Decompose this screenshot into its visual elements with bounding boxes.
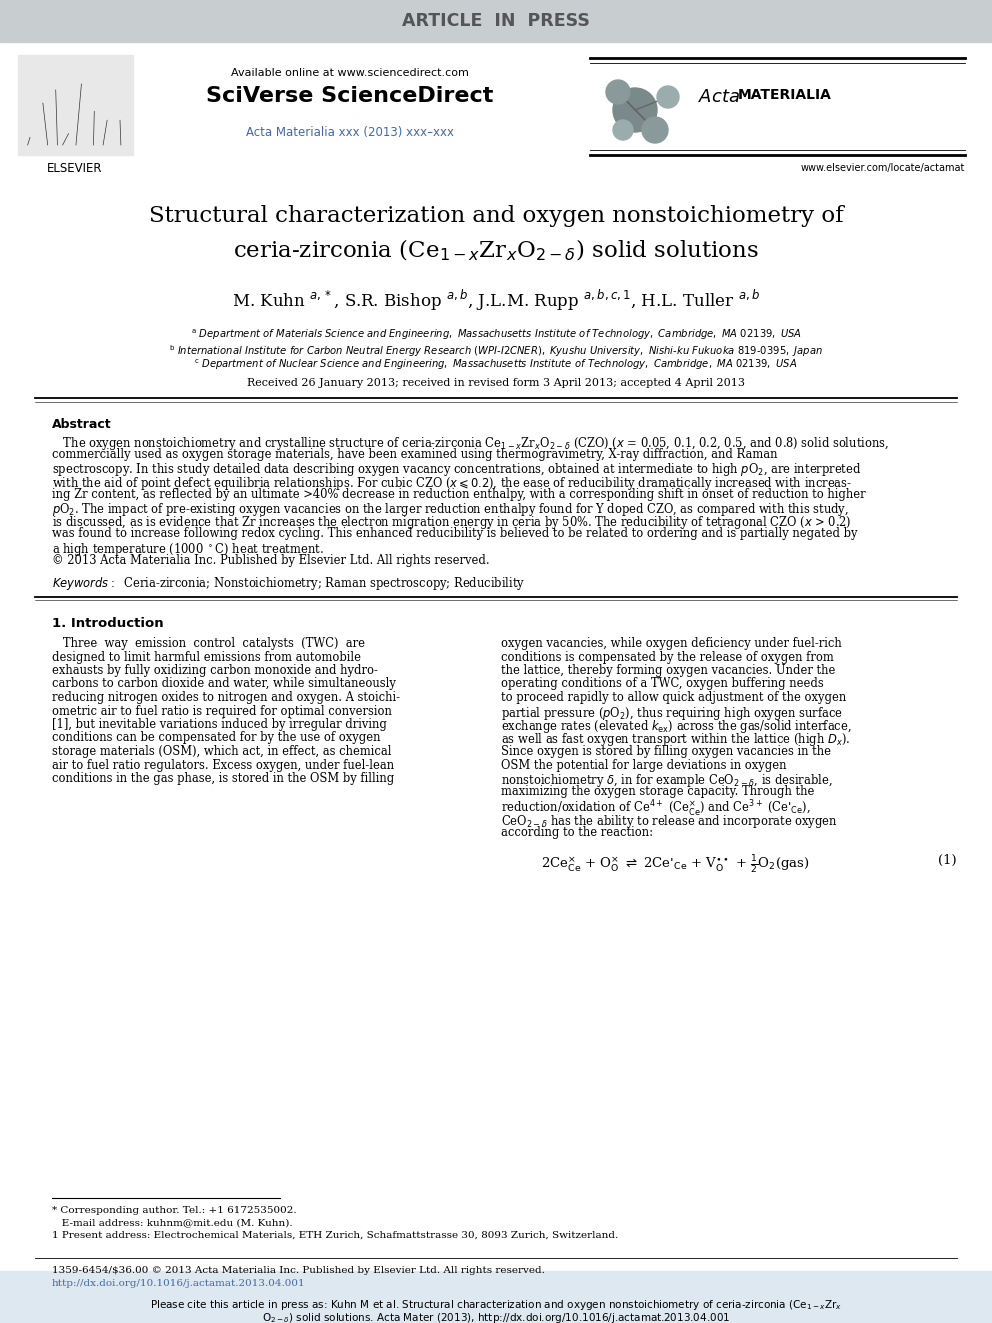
Text: as well as fast oxygen transport within the lattice (high $D_x$).: as well as fast oxygen transport within … — [501, 732, 850, 749]
Text: exchange rates (elevated $k_{\rm ex}$) across the gas/solid interface,: exchange rates (elevated $k_{\rm ex}$) a… — [501, 718, 852, 736]
Text: [1], but inevitable variations induced by irregular driving: [1], but inevitable variations induced b… — [52, 718, 387, 732]
Text: Three  way  emission  control  catalysts  (TWC)  are: Three way emission control catalysts (TW… — [52, 636, 365, 650]
Text: Structural characterization and oxygen nonstoichiometry of: Structural characterization and oxygen n… — [149, 205, 843, 228]
Text: CeO$_{2-\delta}$ has the ability to release and incorporate oxygen: CeO$_{2-\delta}$ has the ability to rele… — [501, 812, 837, 830]
Text: maximizing the oxygen storage capacity. Through the: maximizing the oxygen storage capacity. … — [501, 786, 814, 799]
Text: commercially used as oxygen storage materials, have been examined using thermogr: commercially used as oxygen storage mate… — [52, 448, 778, 462]
Text: Please cite this article in press as: Kuhn M et al. Structural characterization : Please cite this article in press as: Ku… — [150, 1298, 842, 1312]
Bar — [0, 1271, 992, 1323]
Text: $\it{Acta}$: $\it{Acta}$ — [698, 89, 740, 106]
Text: is discussed, as is evidence that Zr increases the electron migration energy in : is discussed, as is evidence that Zr inc… — [52, 515, 851, 532]
Circle shape — [613, 120, 633, 140]
Text: ceria-zirconia (Ce$_{1-x}$Zr$_x$O$_{2-\delta}$) solid solutions: ceria-zirconia (Ce$_{1-x}$Zr$_x$O$_{2-\d… — [233, 237, 759, 263]
Text: operating conditions of a TWC, oxygen buffering needs: operating conditions of a TWC, oxygen bu… — [501, 677, 823, 691]
Text: SciVerse ScienceDirect: SciVerse ScienceDirect — [206, 86, 494, 106]
Text: partial pressure ($p$O$_2$), thus requiring high oxygen surface: partial pressure ($p$O$_2$), thus requir… — [501, 705, 843, 721]
Text: nonstoichiometry $\delta$, in for example CeO$_{2-\delta}$, is desirable,: nonstoichiometry $\delta$, in for exampl… — [501, 773, 832, 789]
Text: Available online at www.sciencedirect.com: Available online at www.sciencedirect.co… — [231, 67, 469, 78]
Text: conditions is compensated by the release of oxygen from: conditions is compensated by the release… — [501, 651, 833, 664]
Text: www.elsevier.com/locate/actamat: www.elsevier.com/locate/actamat — [801, 163, 965, 173]
Text: ometric air to fuel ratio is required for optimal conversion: ometric air to fuel ratio is required fo… — [52, 705, 392, 717]
Text: $^{\rm b}$ $\it{International\ Institute\ for\ Carbon\ Neutral\ Energy\ Research: $^{\rm b}$ $\it{International\ Institute… — [169, 343, 823, 359]
Text: ing Zr content, as reflected by an ultimate >40% decrease in reduction enthalpy,: ing Zr content, as reflected by an ultim… — [52, 488, 866, 501]
Text: conditions in the gas phase, is stored in the OSM by filling: conditions in the gas phase, is stored i… — [52, 773, 394, 785]
Bar — [18, 56, 133, 155]
Text: M. Kuhn $^{a,*}$, S.R. Bishop $^{a,b}$, J.L.M. Rupp $^{a,b,c,1}$, H.L. Tuller $^: M. Kuhn $^{a,*}$, S.R. Bishop $^{a,b}$, … — [232, 288, 760, 314]
Text: the lattice, thereby forming oxygen vacancies. Under the: the lattice, thereby forming oxygen vaca… — [501, 664, 835, 677]
Text: OSM the potential for large deviations in oxygen: OSM the potential for large deviations i… — [501, 758, 787, 771]
Text: ARTICLE  IN  PRESS: ARTICLE IN PRESS — [402, 12, 590, 30]
Text: according to the reaction:: according to the reaction: — [501, 826, 653, 839]
Text: a high temperature (1000 $^\circ$C) heat treatment.: a high temperature (1000 $^\circ$C) heat… — [52, 541, 324, 557]
Text: E-mail address: kuhnm@mit.edu (M. Kuhn).: E-mail address: kuhnm@mit.edu (M. Kuhn). — [52, 1218, 293, 1226]
Text: conditions can be compensated for by the use of oxygen: conditions can be compensated for by the… — [52, 732, 381, 745]
Circle shape — [613, 89, 657, 132]
Text: MATERIALIA: MATERIALIA — [738, 89, 832, 102]
Text: O$_{2-\delta}$) solid solutions. Acta Mater (2013), http://dx.doi.org/10.1016/j.: O$_{2-\delta}$) solid solutions. Acta Ma… — [262, 1311, 730, 1323]
Text: 1. Introduction: 1. Introduction — [52, 617, 164, 630]
Text: The oxygen nonstoichiometry and crystalline structure of ceria-zirconia Ce$_{1-x: The oxygen nonstoichiometry and crystall… — [52, 435, 889, 452]
Text: $\it{Keywords:}$  Ceria-zirconia; Nonstoichiometry; Raman spectroscopy; Reducibi: $\it{Keywords:}$ Ceria-zirconia; Nonstoi… — [52, 576, 526, 591]
Text: (1): (1) — [938, 853, 957, 867]
Text: * Corresponding author. Tel.: +1 6172535002.: * Corresponding author. Tel.: +1 6172535… — [52, 1207, 297, 1215]
Text: 2Ce$^{\times}_{\rm Ce}$ + O$^{\times}_{\rm O}$ $\rightleftharpoons$ 2Ce$'_{\rm C: 2Ce$^{\times}_{\rm Ce}$ + O$^{\times}_{\… — [541, 853, 809, 876]
Text: storage materials (OSM), which act, in effect, as chemical: storage materials (OSM), which act, in e… — [52, 745, 392, 758]
Text: carbons to carbon dioxide and water, while simultaneously: carbons to carbon dioxide and water, whi… — [52, 677, 396, 691]
Text: $p$O$_2$. The impact of pre-existing oxygen vacancies on the larger reduction en: $p$O$_2$. The impact of pre-existing oxy… — [52, 501, 849, 519]
Text: Abstract: Abstract — [52, 418, 112, 431]
Text: designed to limit harmful emissions from automobile: designed to limit harmful emissions from… — [52, 651, 361, 664]
Circle shape — [606, 79, 630, 105]
Text: © 2013 Acta Materialia Inc. Published by Elsevier Ltd. All rights reserved.: © 2013 Acta Materialia Inc. Published by… — [52, 554, 490, 566]
Text: Since oxygen is stored by filling oxygen vacancies in the: Since oxygen is stored by filling oxygen… — [501, 745, 831, 758]
Text: air to fuel ratio regulators. Excess oxygen, under fuel-lean: air to fuel ratio regulators. Excess oxy… — [52, 758, 394, 771]
Bar — [0, 0, 992, 42]
Text: oxygen vacancies, while oxygen deficiency under fuel-rich: oxygen vacancies, while oxygen deficienc… — [501, 636, 842, 650]
Text: exhausts by fully oxidizing carbon monoxide and hydro-: exhausts by fully oxidizing carbon monox… — [52, 664, 378, 677]
Text: 1359-6454/$36.00 © 2013 Acta Materialia Inc. Published by Elsevier Ltd. All righ: 1359-6454/$36.00 © 2013 Acta Materialia … — [52, 1266, 545, 1275]
Text: reduction/oxidation of Ce$^{4+}$ (Ce$^{\times}_{\rm Ce}$) and Ce$^{3+}$ (Ce$'_{\: reduction/oxidation of Ce$^{4+}$ (Ce$^{\… — [501, 799, 810, 819]
Text: was found to increase following redox cycling. This enhanced reducibility is bel: was found to increase following redox cy… — [52, 528, 857, 540]
Text: Acta Materialia xxx (2013) xxx–xxx: Acta Materialia xxx (2013) xxx–xxx — [246, 126, 454, 139]
Circle shape — [642, 116, 668, 143]
Text: Received 26 January 2013; received in revised form 3 April 2013; accepted 4 Apri: Received 26 January 2013; received in re… — [247, 378, 745, 388]
Text: to proceed rapidly to allow quick adjustment of the oxygen: to proceed rapidly to allow quick adjust… — [501, 691, 846, 704]
Text: reducing nitrogen oxides to nitrogen and oxygen. A stoichi-: reducing nitrogen oxides to nitrogen and… — [52, 691, 400, 704]
Text: 1 Present address: Electrochemical Materials, ETH Zurich, Schafmattstrasse 30, 8: 1 Present address: Electrochemical Mater… — [52, 1230, 618, 1240]
Text: http://dx.doi.org/10.1016/j.actamat.2013.04.001: http://dx.doi.org/10.1016/j.actamat.2013… — [52, 1279, 306, 1289]
Text: spectroscopy. In this study detailed data describing oxygen vacancy concentratio: spectroscopy. In this study detailed dat… — [52, 462, 861, 479]
Text: with the aid of point defect equilibria relationships. For cubic CZO ($x \leqsla: with the aid of point defect equilibria … — [52, 475, 852, 492]
Text: $^{\rm c}$ $\it{Department\ of\ Nuclear\ Science\ and\ Engineering,\ Massachuset: $^{\rm c}$ $\it{Department\ of\ Nuclear\… — [194, 359, 798, 372]
Text: $^{\rm a}$ $\it{Department\ of\ Materials\ Science\ and\ Engineering,\ Massachus: $^{\rm a}$ $\it{Department\ of\ Material… — [190, 328, 802, 343]
Text: ELSEVIER: ELSEVIER — [48, 161, 103, 175]
Circle shape — [657, 86, 679, 108]
